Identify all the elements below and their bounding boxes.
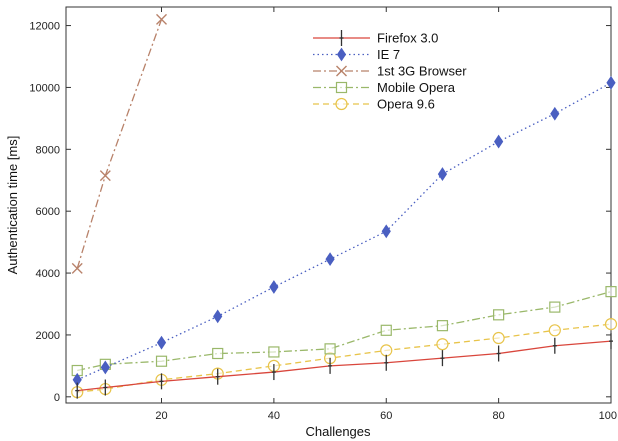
x-axis-label: Challenges xyxy=(305,424,371,439)
data-point xyxy=(440,350,445,367)
y-tick-label: 2000 xyxy=(36,330,60,342)
x-tick-label: 40 xyxy=(268,410,280,422)
series-line xyxy=(76,82,612,381)
data-point xyxy=(325,252,335,267)
legend-item-1st-3g-browser: 1st 3G Browser xyxy=(313,64,467,79)
legend-label: Firefox 3.0 xyxy=(377,31,438,46)
legend-item-ie-7: IE 7 xyxy=(313,47,400,62)
data-point xyxy=(380,344,393,357)
series-1st-3g-browser xyxy=(71,13,168,274)
plot-frame xyxy=(65,6,612,404)
y-tick-label: 12000 xyxy=(29,21,60,33)
series-opera-9-6 xyxy=(71,318,618,399)
data-point xyxy=(75,382,80,399)
legend-label: IE 7 xyxy=(377,47,400,62)
x-axis-ticks: 20 40 60 80 100 xyxy=(155,7,617,422)
legend-label: 1st 3G Browser xyxy=(377,64,467,79)
data-point xyxy=(494,134,504,149)
legend-item-mobile-opera: Mobile Opera xyxy=(313,80,456,95)
data-point xyxy=(380,324,392,336)
data-point xyxy=(324,343,336,355)
legend-marker xyxy=(335,81,348,94)
data-point xyxy=(71,262,83,274)
y-tick-label: 4000 xyxy=(36,268,60,280)
data-point xyxy=(606,75,616,90)
y-axis-label: Authentication time [ms] xyxy=(5,136,20,275)
data-point xyxy=(155,355,168,367)
data-point xyxy=(604,318,618,331)
y-axis-ticks: 0 2000 4000 6000 8000 10000 12000 xyxy=(29,21,611,404)
data-point xyxy=(493,309,505,321)
y-tick-label: 8000 xyxy=(36,144,60,156)
data-point xyxy=(548,324,561,337)
legend-item-firefox-3-0: Firefox 3.0 xyxy=(313,30,438,46)
data-point xyxy=(549,301,561,313)
data-point xyxy=(381,224,391,239)
data-point xyxy=(100,360,110,375)
data-point xyxy=(212,347,224,360)
data-point xyxy=(437,167,448,181)
legend-marker xyxy=(336,65,347,77)
y-tick-label: 0 xyxy=(54,392,60,404)
data-point xyxy=(159,373,164,390)
data-point xyxy=(213,309,223,324)
data-point xyxy=(156,335,167,350)
legend-label: Mobile Opera xyxy=(377,80,456,95)
x-tick-label: 100 xyxy=(599,410,617,422)
series-firefox-3-0 xyxy=(75,333,613,399)
series-ie-7 xyxy=(72,75,616,387)
data-point xyxy=(552,337,557,354)
y-tick-label: 6000 xyxy=(36,206,60,218)
data-point xyxy=(328,357,333,374)
data-point xyxy=(436,320,449,332)
data-point xyxy=(103,379,108,396)
data-point xyxy=(436,338,449,351)
x-tick-label: 80 xyxy=(493,410,505,422)
data-point xyxy=(550,106,560,121)
legend-marker xyxy=(339,30,344,46)
data-point xyxy=(605,286,617,298)
legend-label: Opera 9.6 xyxy=(377,97,435,112)
x-tick-label: 20 xyxy=(155,410,167,422)
series-line xyxy=(76,19,163,269)
data-point xyxy=(268,346,280,358)
series-line xyxy=(77,290,612,372)
data-point xyxy=(269,280,279,294)
legend-marker xyxy=(335,97,348,111)
series-mobile-opera xyxy=(71,286,617,377)
data-point xyxy=(609,333,613,350)
legend-item-opera-9-6: Opera 9.6 xyxy=(313,97,435,112)
legend-marker xyxy=(336,47,347,62)
data-point xyxy=(271,364,276,381)
data-point xyxy=(496,345,501,362)
data-point xyxy=(492,331,505,345)
y-tick-label: 10000 xyxy=(29,82,60,94)
data-point xyxy=(384,354,389,371)
series-layer xyxy=(71,13,618,399)
x-tick-label: 60 xyxy=(380,410,392,422)
data-point xyxy=(156,13,168,25)
data-point xyxy=(215,368,220,385)
data-point xyxy=(99,170,111,182)
